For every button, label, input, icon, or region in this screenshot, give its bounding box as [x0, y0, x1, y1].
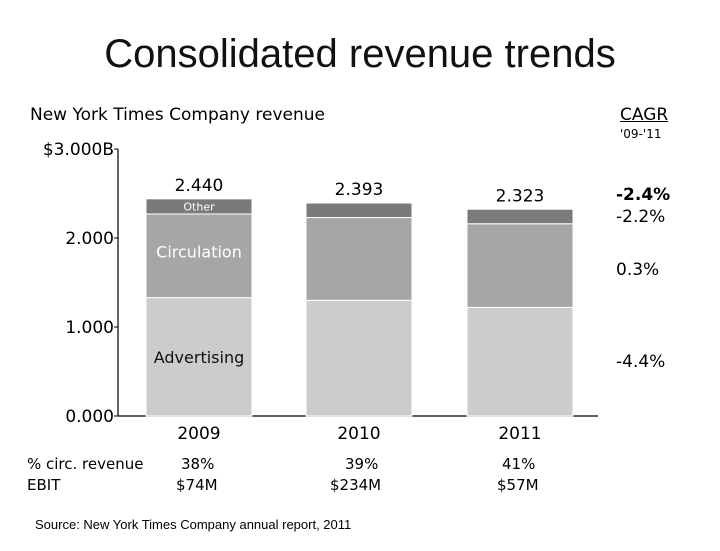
- cagr-heading: CAGR: [620, 105, 669, 125]
- series-label-other: Other: [183, 200, 215, 213]
- series-label-advertising: Advertising: [154, 348, 245, 367]
- chart-title: New York Times Company revenue: [30, 105, 325, 125]
- source-note: Source: New York Times Company annual re…: [35, 517, 352, 532]
- ebit-2009: $74M: [176, 476, 218, 494]
- y-tick-label: 0.000: [65, 407, 114, 427]
- bar-total-label: 2.440: [175, 176, 224, 196]
- series-label-circulation: Circulation: [156, 243, 242, 262]
- cagr-period: '09-'11: [620, 127, 662, 141]
- ebit-2010: $234M: [330, 476, 382, 494]
- bar-other-2010: [305, 202, 413, 219]
- circ-revenue-2011: 41%: [502, 455, 536, 473]
- bar-circulation-2010: [305, 217, 413, 301]
- bar-total-label: 2.393: [335, 180, 384, 200]
- cagr-value: -2.2%: [616, 207, 665, 227]
- bar-advertising-2010: [305, 299, 413, 417]
- ebit-2011: $57M: [497, 476, 539, 494]
- bar-total-label: 2.323: [496, 186, 545, 206]
- y-tick-label: $3.000B: [43, 140, 114, 160]
- cagr-value: -4.4%: [616, 352, 665, 372]
- bar-advertising-2011: [466, 306, 574, 417]
- bar-other-2009: [145, 198, 253, 215]
- bar-other-2011: [466, 208, 574, 225]
- bar-circulation-2011: [466, 223, 574, 308]
- x-tick-label: 2010: [337, 424, 380, 444]
- ebit-label: EBIT: [27, 476, 61, 494]
- cagr-total: -2.4%: [616, 185, 670, 205]
- y-tick-label: 1.000: [65, 318, 114, 338]
- page-title: Consolidated revenue trends: [104, 32, 616, 76]
- circ-revenue-label: % circ. revenue: [27, 455, 144, 473]
- x-tick-label: 2009: [177, 424, 220, 444]
- y-tick-label: 2.000: [65, 229, 114, 249]
- circ-revenue-2009: 38%: [181, 455, 215, 473]
- x-tick-label: 2011: [498, 424, 541, 444]
- cagr-value: 0.3%: [616, 260, 659, 280]
- circ-revenue-2010: 39%: [345, 455, 379, 473]
